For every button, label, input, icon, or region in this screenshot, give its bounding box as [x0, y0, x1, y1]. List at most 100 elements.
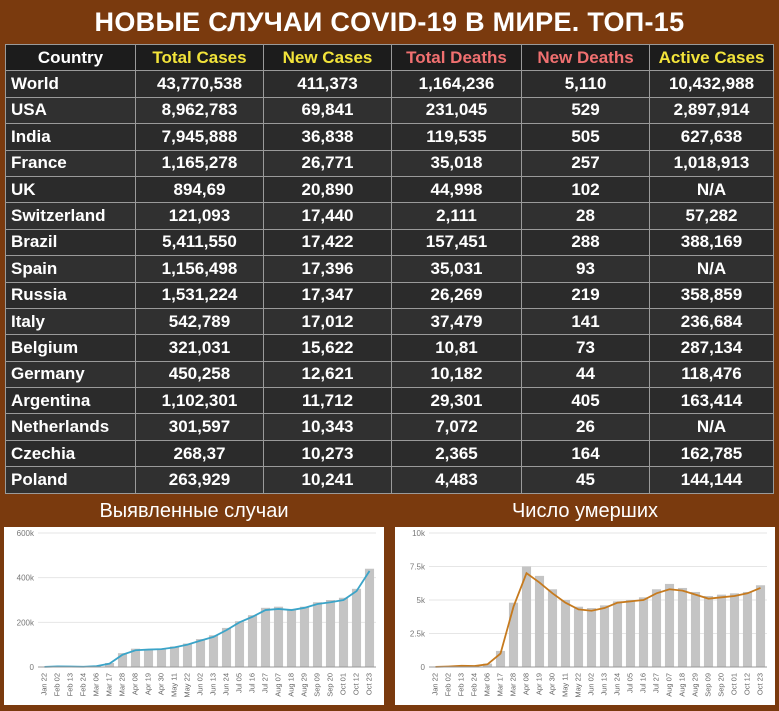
column-header: New Cases: [263, 43, 392, 72]
y-tick-label: 10k: [412, 529, 426, 538]
value-cell: 7,072: [391, 413, 522, 441]
x-tick-label: Sep 09: [312, 673, 321, 697]
value-cell: 268,37: [135, 439, 264, 468]
value-cell: 17,012: [263, 307, 392, 336]
bar: [742, 591, 753, 667]
table-row: Poland 263,929 10,241 4,483 45 144,144: [5, 466, 774, 494]
value-cell: N/A: [649, 255, 774, 283]
page-title: НОВЫЕ СЛУЧАИ COVID-19 В МИРЕ. ТОП-15: [94, 6, 685, 37]
value-cell: 5,110: [521, 70, 650, 98]
value-cell: 164: [521, 439, 650, 468]
value-cell: 17,422: [263, 228, 392, 257]
value-cell: 20,890: [263, 175, 392, 204]
x-tick-label: Mar 06: [91, 673, 100, 696]
value-cell: 17,347: [263, 281, 392, 309]
series-line: [435, 571, 761, 668]
title-bar: НОВЫЕ СЛУЧАИ COVID-19 В МИРЕ. ТОП-15: [0, 0, 779, 44]
value-cell: 119,535: [391, 123, 522, 151]
value-cell: 894,69: [135, 175, 264, 204]
bar: [286, 608, 297, 667]
bar: [338, 597, 349, 667]
value-cell: 10,241: [263, 466, 392, 494]
bar: [143, 649, 154, 667]
bar: [234, 621, 245, 667]
table-row: Brazil 5,411,550 17,422 157,451 288 388,169: [5, 228, 774, 257]
bar: [299, 606, 310, 667]
value-cell: 44,998: [391, 175, 522, 204]
value-cell: 529: [521, 96, 650, 125]
x-tick-label: Oct 23: [755, 673, 764, 695]
value-cell: 1,018,913: [649, 149, 774, 177]
value-cell: 542,789: [135, 307, 264, 336]
table-row: Germany 450,258 12,621 10,182 44 118,476: [5, 360, 774, 389]
value-cell: 5,411,550: [135, 228, 264, 257]
value-cell: 26,771: [263, 149, 392, 177]
x-tick-label: Oct 12: [351, 673, 360, 695]
x-tick-label: Aug 29: [690, 673, 699, 697]
x-tick-label: Aug 07: [273, 673, 282, 697]
value-cell: 236,684: [649, 307, 774, 336]
value-cell: 411,373: [263, 70, 392, 98]
x-tick-label: Jul 05: [625, 673, 634, 693]
value-cell: 26: [521, 413, 650, 441]
value-cell: 11,712: [263, 387, 392, 415]
y-tick-label: 5k: [417, 596, 426, 605]
value-cell: 7,945,888: [135, 123, 264, 151]
x-tick-label: Oct 23: [364, 673, 373, 695]
table-row: Argentina 1,102,301 11,712 29,301 405 163,414: [5, 387, 774, 415]
bar: [729, 593, 740, 667]
bar: [547, 589, 558, 667]
x-tick-label: Oct 01: [338, 673, 347, 695]
country-cell: UK: [5, 175, 136, 204]
x-tick-label: Aug 29: [299, 673, 308, 697]
column-header: Total Deaths: [391, 43, 522, 72]
x-tick-label: Mar 17: [104, 673, 113, 696]
x-tick-label: Sep 09: [703, 673, 712, 697]
x-tick-label: Jun 02: [586, 673, 595, 696]
y-tick-label: 7.5k: [410, 563, 426, 572]
bar: [169, 646, 180, 667]
country-cell: Switzerland: [5, 202, 136, 230]
country-cell: Germany: [5, 360, 136, 389]
value-cell: 1,156,498: [135, 255, 264, 283]
country-cell: USA: [5, 96, 136, 125]
value-cell: 12,621: [263, 360, 392, 389]
column-header: Total Cases: [135, 43, 264, 72]
value-cell: 450,258: [135, 360, 264, 389]
bar: [130, 648, 141, 667]
value-cell: 121,093: [135, 202, 264, 230]
country-cell: Netherlands: [5, 413, 136, 441]
value-cell: 144,144: [649, 466, 774, 494]
x-tick-label: Sep 20: [716, 673, 725, 697]
country-cell: Poland: [5, 466, 136, 494]
value-cell: 15,622: [263, 334, 392, 362]
x-tick-label: Apr 19: [534, 673, 543, 695]
deaths-chart-title: Число умерших: [511, 499, 659, 522]
x-tick-label: Feb 02: [52, 673, 61, 696]
value-cell: 36,838: [263, 123, 392, 151]
table-header-row: Country Total Cases New Cases Total Deaths N…: [5, 43, 774, 72]
x-tick-label: May 22: [182, 673, 191, 698]
value-cell: 505: [521, 123, 650, 151]
country-cell: France: [5, 149, 136, 177]
x-tick-label: Mar 06: [482, 673, 491, 696]
column-header: New Deaths: [521, 43, 650, 72]
value-cell: 44: [521, 360, 650, 389]
bar: [586, 608, 597, 667]
value-cell: 57,282: [649, 202, 774, 230]
bar: [312, 602, 323, 667]
x-tick-label: Jul 27: [260, 673, 269, 693]
x-tick-label: Oct 12: [742, 673, 751, 695]
country-cell: Czechia: [5, 439, 136, 468]
bar: [651, 589, 662, 667]
cases-chart-title: Выявленные случаи: [99, 499, 289, 522]
x-tick-label: Feb 24: [469, 673, 478, 696]
value-cell: 257: [521, 149, 650, 177]
x-tick-label: Jun 02: [195, 673, 204, 696]
x-tick-label: Oct 01: [729, 673, 738, 695]
y-tick-label: 400k: [17, 574, 35, 583]
x-tick-label: Feb 24: [78, 673, 87, 696]
y-tick-label: 600k: [17, 529, 35, 538]
value-cell: 93: [521, 255, 650, 283]
